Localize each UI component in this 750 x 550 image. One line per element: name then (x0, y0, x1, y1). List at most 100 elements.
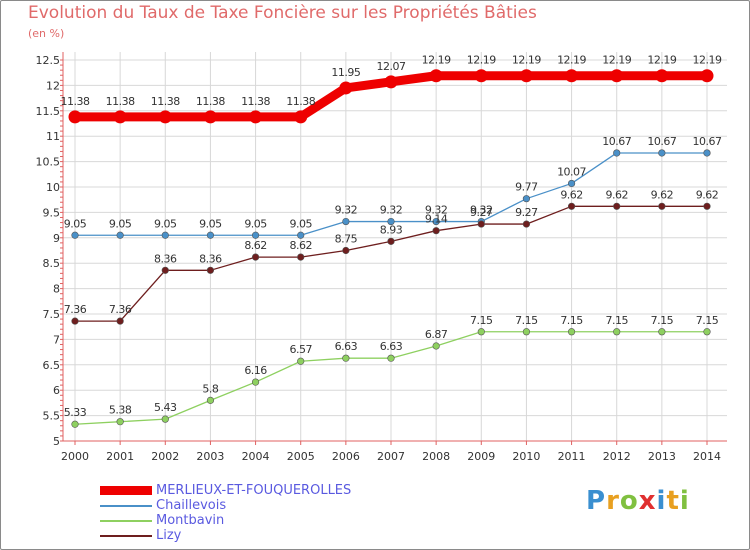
data-point (297, 231, 305, 239)
data-label: 7.15 (470, 314, 493, 327)
data-point (703, 202, 711, 210)
data-label: 9.32 (470, 204, 493, 217)
data-label: 9.27 (515, 206, 538, 219)
data-point (116, 418, 124, 426)
data-point (610, 69, 624, 83)
data-point (567, 328, 576, 336)
data-label: 7.15 (605, 314, 628, 327)
legend-label: Lizy (156, 528, 182, 543)
data-label: 9.62 (696, 188, 719, 201)
y-tick-label: 10.5 (36, 156, 61, 169)
legend-swatch (100, 505, 152, 507)
data-label: 7.15 (696, 314, 719, 327)
legend-swatch (100, 535, 152, 537)
data-point (342, 354, 350, 362)
y-tick-label: 5.5 (43, 410, 61, 423)
y-tick-label: 5 (53, 435, 60, 448)
data-label: 6.87 (425, 328, 448, 341)
data-point (161, 415, 169, 423)
data-point (339, 81, 353, 95)
data-point (297, 253, 305, 261)
data-label: 9.05 (199, 217, 222, 230)
data-label: 12.19 (467, 54, 496, 67)
y-tick-label: 7 (53, 333, 60, 346)
data-label: 8.75 (335, 233, 358, 246)
data-point (161, 266, 169, 274)
y-tick-label: 6 (53, 384, 60, 397)
data-point (71, 231, 79, 239)
data-label: 9.62 (651, 188, 674, 201)
x-tick-label: 2010 (512, 450, 540, 463)
data-label: 6.16 (244, 364, 267, 377)
y-tick-label: 10 (46, 181, 60, 194)
y-tick-label: 8 (53, 283, 60, 296)
data-point (522, 195, 531, 203)
x-tick-label: 2006 (332, 450, 360, 463)
data-point (703, 328, 711, 336)
data-point (519, 69, 533, 83)
x-tick-label: 2003 (196, 450, 224, 463)
data-point (658, 202, 666, 210)
data-label: 6.63 (335, 340, 358, 353)
data-label: 8.36 (199, 252, 222, 265)
x-tick-label: 2005 (287, 450, 315, 463)
data-label: 7.15 (515, 314, 538, 327)
data-point (429, 69, 443, 83)
data-label: 8.62 (289, 239, 312, 252)
data-point (432, 217, 440, 226)
data-point (203, 110, 217, 124)
y-tick-label: 9.5 (43, 206, 61, 219)
data-point (387, 217, 395, 226)
data-point (342, 217, 350, 226)
data-label: 9.62 (560, 188, 583, 201)
data-point (71, 420, 79, 428)
data-label: 12.19 (693, 54, 722, 67)
data-label: 10.67 (693, 135, 722, 148)
data-point (158, 110, 172, 124)
data-label: 11.38 (106, 95, 135, 108)
data-point (251, 231, 260, 239)
data-point (567, 179, 576, 188)
y-tick-label: 9 (53, 232, 60, 245)
x-tick-label: 2014 (693, 450, 721, 463)
data-point (249, 110, 263, 124)
data-label: 12.19 (422, 54, 451, 67)
data-label: 9.32 (335, 204, 358, 217)
chart-title: Evolution du Taux de Taxe Foncière sur l… (28, 3, 537, 23)
data-label: 9.05 (154, 217, 177, 230)
data-label: 5.43 (154, 401, 177, 414)
data-point (522, 328, 531, 336)
data-point (613, 149, 621, 157)
data-label: 8.62 (244, 239, 267, 252)
data-label: 5.33 (64, 406, 87, 419)
data-point (342, 246, 350, 255)
data-label: 12.19 (512, 54, 541, 67)
x-tick-label: 2004 (242, 450, 270, 463)
y-tick-label: 11 (46, 130, 60, 143)
data-point (206, 396, 215, 404)
data-point (387, 237, 395, 245)
data-label: 9.05 (109, 217, 132, 230)
data-label: 11.38 (196, 95, 225, 108)
data-label: 10.07 (557, 165, 586, 178)
data-point (658, 149, 666, 157)
y-tick-label: 12.5 (36, 54, 61, 67)
data-label: 9.27 (470, 206, 493, 219)
x-tick-label: 2009 (467, 450, 495, 463)
data-point (68, 110, 82, 124)
data-point (655, 69, 669, 83)
data-label: 9.05 (289, 217, 312, 230)
data-point (71, 317, 79, 325)
data-point (161, 231, 169, 239)
data-point (206, 266, 215, 274)
data-label: 10.67 (602, 135, 631, 148)
data-label: 9.05 (64, 217, 87, 230)
data-label: 11.38 (151, 95, 180, 108)
data-point (432, 227, 440, 235)
data-point (522, 220, 531, 228)
legend-label: Chaillevois (156, 498, 227, 513)
data-label: 8.93 (380, 223, 403, 236)
data-label: 9.77 (515, 181, 538, 194)
data-point (613, 328, 621, 336)
